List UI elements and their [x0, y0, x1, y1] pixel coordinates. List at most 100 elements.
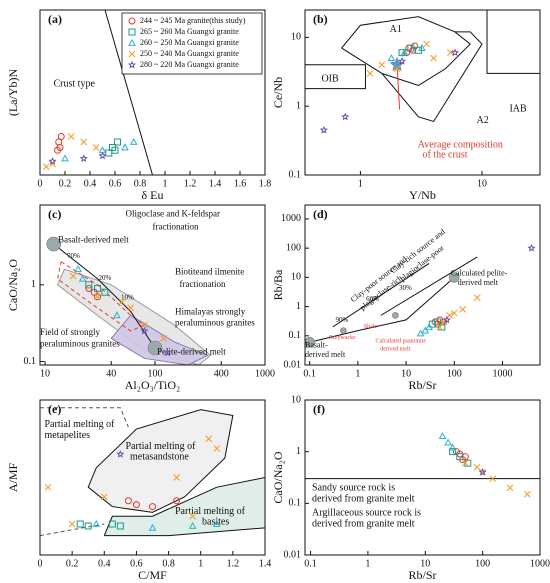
annotation: Himalayas strongly [175, 306, 246, 316]
axes-frame [39, 399, 266, 556]
legend-marker [128, 50, 136, 58]
data-point [450, 309, 458, 317]
field-outline [305, 64, 366, 90]
data-point [447, 49, 454, 57]
x-tick-label: 1.8 [259, 178, 272, 189]
panel-label: (b) [313, 12, 328, 26]
annotation: Sandy source rock is [312, 483, 395, 494]
data-point [124, 497, 132, 505]
annotation: Field of strongly [40, 327, 100, 337]
x-tick-label: 1000 [255, 368, 275, 379]
x-tick-label: 1000 [492, 368, 512, 379]
y-tick-label: 0.1 [289, 169, 302, 180]
annotation: peraluminous granites [175, 317, 255, 327]
annotation: IAB [509, 103, 527, 114]
data-point [57, 133, 65, 140]
field-outline [380, 256, 478, 316]
data-point [213, 445, 221, 452]
data-point [425, 322, 433, 330]
data-point [188, 521, 197, 529]
data-point [452, 448, 460, 456]
data-point [407, 44, 415, 52]
annotation: derived melt [458, 278, 499, 287]
annotation: derived from granite melt [312, 493, 415, 504]
data-point [100, 493, 108, 501]
x-tick-label: 0.4 [84, 178, 97, 189]
annotation: 10% [121, 293, 134, 301]
legend-label: 250 ~ 240 Ma Guangxi granite [140, 49, 239, 58]
y-tick-label: 0.1 [289, 498, 302, 509]
y-tick-label: 0.01 [284, 359, 302, 370]
x-tick-label: 1.2 [227, 558, 240, 569]
field-outline [309, 276, 455, 343]
data-point [149, 503, 157, 510]
data-point [74, 265, 82, 273]
y-tick-label: 10 [291, 394, 301, 405]
x-axis-label: C/MF [138, 568, 167, 582]
data-point [378, 61, 386, 69]
data-point [67, 133, 75, 140]
data-point [205, 435, 213, 443]
x-tick-label: 0.8 [134, 178, 147, 189]
x-axis-label: Rb/Sr [408, 568, 436, 582]
x-tick-label: 0.2 [59, 178, 72, 189]
data-point [61, 154, 69, 162]
data-point [114, 138, 121, 146]
x-tick-label: 0.8 [162, 558, 175, 569]
annotation: derived from granite melt [312, 518, 415, 529]
annotation: Greywacke [329, 335, 357, 341]
legend-label: 280 ~ 220 Ma Guangxi granite [140, 60, 239, 69]
data-point [92, 519, 101, 527]
data-point [414, 46, 422, 54]
data-point [448, 443, 457, 451]
annotation: A2 [477, 115, 489, 126]
annotation: fractionation [180, 279, 226, 289]
y-tick-label: 10 [291, 272, 301, 283]
x-tick-label: 0.1 [304, 558, 317, 569]
y-axis-label: Rb/Ba [271, 269, 285, 300]
annotation: Average composition [418, 140, 503, 151]
annotation: Calculated psammite [376, 338, 427, 344]
annotation: 20% [99, 274, 112, 282]
annotation: OIB [321, 74, 339, 85]
legend-box [121, 12, 263, 75]
x-tick-label: 10 [477, 178, 487, 189]
data-point [459, 306, 467, 313]
field-outline [110, 314, 209, 365]
x-tick-label: 400 [214, 368, 229, 379]
y-axis-label: CaO/Na₂O [6, 259, 20, 312]
data-point [108, 520, 116, 528]
reference-point [147, 340, 163, 356]
data-point [68, 520, 76, 528]
data-point [94, 293, 101, 301]
data-point [478, 467, 487, 476]
field-outline [341, 16, 471, 87]
panel: 0 0.2 0.4 0.6 0.8 1 1.2 1.4 C/MF A/MF (e) Partial m… [6, 399, 271, 582]
data-point [430, 54, 437, 62]
data-point [98, 151, 107, 160]
data-point [109, 144, 116, 151]
data-point [398, 49, 406, 57]
panel: 10 40 100 400 1000 0.1 1 Al₂O₃/TiO₂ CaO/Na₂O (c) O… [6, 204, 275, 392]
plot-area [104, 10, 153, 175]
plot-area [305, 256, 478, 348]
annotation: Biotiteand ilmenite [175, 266, 244, 276]
data-point [387, 54, 396, 61]
x-tick-label: 0.1 [303, 368, 316, 379]
data-point [163, 348, 172, 357]
field-outline [396, 64, 401, 110]
data-point [446, 312, 453, 319]
field-outline [486, 10, 540, 74]
data-point [78, 274, 87, 282]
annotation: Argillaceous source rock is [312, 507, 421, 518]
legend-label: 244 ~ 245 Ma granite(this study) [140, 16, 246, 25]
field-outline [332, 263, 430, 328]
x-axis-label: Rb/Sr [408, 378, 436, 392]
reference-point [46, 236, 62, 252]
data-point [450, 48, 460, 57]
x-tick-label: 0.6 [109, 178, 122, 189]
panel-label: (a) [48, 12, 62, 26]
field-outline [104, 10, 153, 175]
data-point [121, 143, 129, 151]
annotation: metapelites [45, 430, 91, 441]
